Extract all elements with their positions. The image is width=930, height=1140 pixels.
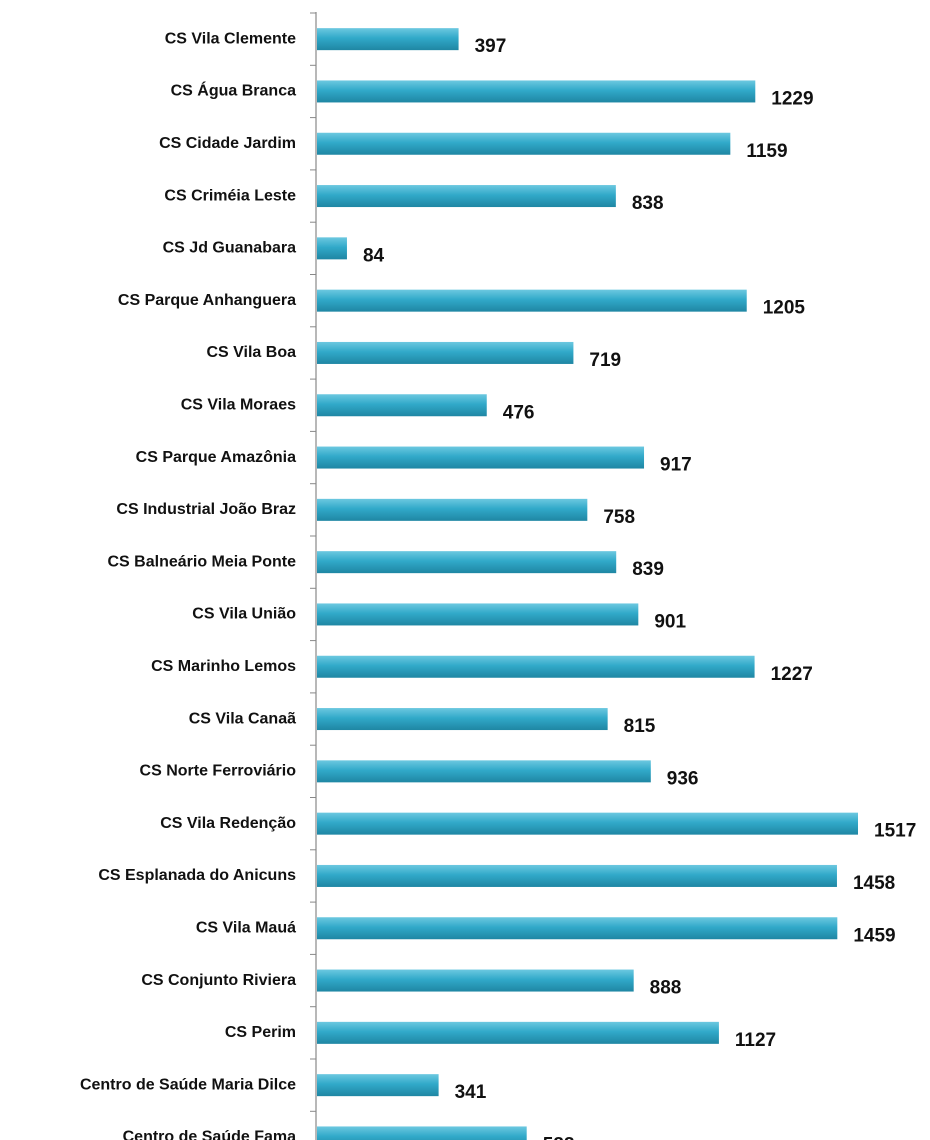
value-label: 1458 [853,873,895,894]
value-label: 1205 [763,298,806,319]
category-label: CS Parque Anhanguera [118,292,296,309]
value-label: 758 [603,507,635,528]
category-label: Centro de Saúde Maria Dilce [80,1076,296,1093]
value-label: 917 [660,455,692,476]
category-label: CS Cidade Jardim [159,135,296,152]
bar [317,1074,439,1097]
value-label: 838 [632,193,664,214]
bar [317,969,634,992]
bar [317,760,651,783]
bar [317,28,459,51]
value-label: 397 [475,36,507,57]
bar [317,185,616,208]
value-label: 815 [624,716,656,737]
bar [317,237,347,260]
category-label: CS Esplanada do Anicuns [98,867,296,884]
category-label: CS Vila Moraes [181,396,296,413]
category-label: CS Vila Clemente [165,30,296,47]
category-label: CS Água Branca [171,81,296,100]
bar [317,603,639,626]
category-label: CS Vila Redenção [160,815,296,832]
bar [317,1126,527,1140]
value-label: 901 [654,611,686,632]
bar [317,446,645,469]
bar [317,394,487,417]
value-label: 84 [363,245,385,266]
bar [317,708,608,731]
value-label: 588 [543,1134,575,1140]
bar [317,132,731,155]
category-label: CS Norte Ferroviário [140,763,297,780]
value-label: 839 [632,559,664,580]
category-label: CS Parque Amazônia [136,449,296,466]
value-label: 341 [455,1082,487,1103]
category-label: CS Conjunto Riviera [141,972,296,989]
bar [317,812,858,835]
value-label: 1227 [771,664,813,685]
value-label: 1229 [771,88,813,109]
value-label: 936 [667,768,699,789]
category-label: CS Criméia Leste [164,187,296,204]
category-label: CS Perim [225,1024,296,1041]
value-label: 1459 [853,925,895,946]
bar [317,864,837,887]
category-label: Centro de Saúde Fama [123,1129,296,1140]
bar [317,80,756,103]
bar [317,289,747,312]
value-label: 888 [650,978,682,999]
category-label: CS Vila Mauá [196,919,296,936]
category-label: CS Balneário Meia Ponte [108,553,297,570]
category-label: CS Industrial João Braz [116,501,296,518]
category-label: CS Vila Boa [206,344,296,361]
value-label: 719 [589,350,621,371]
category-label: CS Marinho Lemos [151,658,296,675]
bar [317,1021,719,1044]
category-label: CS Vila União [192,606,296,623]
bar [317,917,838,940]
bar [317,341,574,364]
value-label: 476 [503,402,535,423]
value-label: 1159 [746,141,787,162]
bar [317,498,588,521]
value-label: 1517 [874,821,916,842]
bar [317,551,617,574]
bar [317,655,755,678]
value-label: 1127 [735,1030,776,1051]
category-label: CS Vila Canaã [189,710,296,727]
category-label: CS Jd Guanabara [163,240,296,257]
